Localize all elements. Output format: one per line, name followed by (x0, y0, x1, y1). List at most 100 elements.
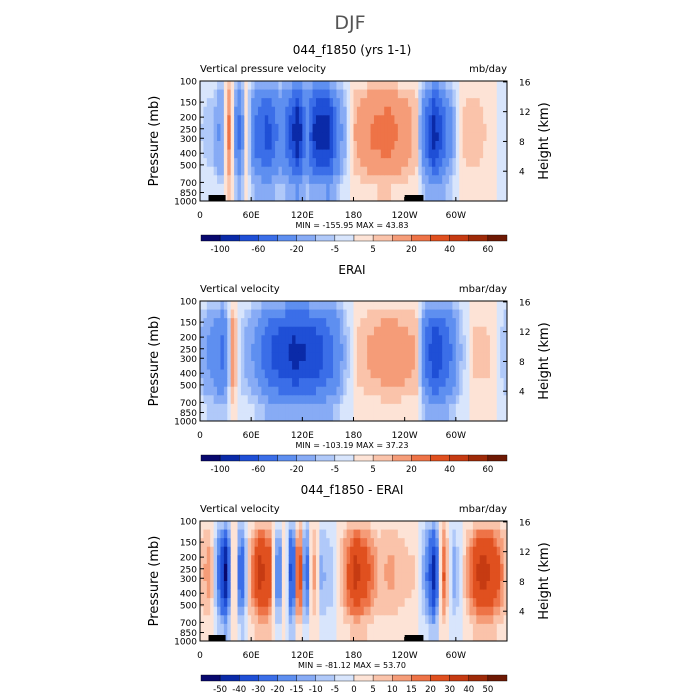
field-cell (411, 166, 416, 176)
field-cell (305, 343, 310, 353)
field-cell (247, 412, 252, 421)
field-cell (268, 132, 273, 142)
field-cell (346, 615, 351, 625)
field-cell (356, 538, 361, 548)
field-cell (288, 335, 293, 345)
field-cell (367, 335, 372, 345)
field-cell (244, 192, 249, 201)
field-cell (257, 403, 262, 413)
field-cell (418, 318, 423, 328)
field-cell (268, 632, 273, 641)
field-cell (356, 395, 361, 405)
field-cell (452, 412, 457, 421)
field-cell (421, 166, 426, 176)
field-cell (223, 132, 228, 142)
field-cell (394, 89, 399, 99)
field-cell (261, 412, 266, 421)
field-cell (200, 89, 204, 99)
field-cell (479, 98, 484, 108)
field-cell (322, 166, 327, 176)
field-cell (404, 623, 409, 633)
field-cell (356, 352, 361, 362)
field-cell (278, 572, 283, 582)
field-cell (442, 106, 447, 116)
field-cell (401, 361, 406, 371)
field-cell (411, 149, 416, 159)
field-cell (469, 343, 474, 353)
field-cell (227, 175, 232, 185)
field-cell (322, 175, 327, 185)
field-cell (322, 361, 327, 371)
field-cell (455, 546, 460, 556)
field-cell (496, 89, 501, 99)
field-cell (469, 581, 474, 591)
field-cell (373, 318, 378, 328)
field-cell (298, 166, 303, 176)
field-cell (394, 623, 399, 633)
field-cell (493, 335, 498, 345)
field-cell (217, 361, 221, 371)
field-cell (472, 149, 477, 159)
field-cell (459, 106, 464, 116)
field-cell (247, 318, 252, 328)
field-cell (247, 132, 252, 142)
field-cell (370, 115, 375, 125)
field-cell (288, 378, 293, 388)
min-max-stats: MIN = -155.95 MAX = 43.83 (295, 221, 408, 230)
field-cell (223, 412, 228, 421)
x-tick-label: 120E (291, 431, 314, 441)
field-cell (370, 538, 375, 548)
field-cell (493, 546, 498, 556)
field-cell (237, 326, 242, 336)
field-cell (285, 632, 290, 641)
field-cell (329, 89, 334, 99)
field-cell (476, 395, 481, 405)
field-cell (251, 546, 256, 556)
field-cell (377, 115, 382, 125)
field-cell (227, 81, 232, 91)
field-cell (462, 352, 467, 362)
field-cell (414, 115, 419, 125)
field-cell (319, 378, 324, 388)
field-cell (333, 361, 337, 371)
field-cell (240, 395, 245, 405)
field-cell (466, 123, 470, 133)
field-cell (431, 563, 436, 573)
field-cell (380, 175, 385, 185)
field-cell (472, 572, 477, 582)
field-cell (394, 98, 399, 108)
field-cell (237, 98, 242, 108)
field-cell (387, 309, 392, 319)
field-cell (217, 378, 221, 388)
field-cell (302, 555, 307, 565)
field-cell (404, 106, 409, 116)
field-cell (394, 581, 399, 591)
field-cell (452, 615, 457, 625)
field-cell (336, 309, 341, 319)
field-cell (472, 318, 477, 328)
field-cell (360, 529, 365, 539)
field-cell (292, 89, 297, 99)
field-cell (445, 598, 450, 608)
field-cell (275, 115, 279, 125)
field-cell (353, 572, 358, 582)
field-cell (309, 546, 314, 556)
field-cell (435, 149, 440, 159)
field-cell (234, 623, 239, 633)
field-cell (264, 378, 269, 388)
field-cell (408, 166, 412, 176)
field-cell (230, 132, 235, 142)
field-cell (264, 183, 269, 193)
field-cell (312, 521, 317, 531)
field-cell (315, 546, 320, 556)
field-cell (261, 106, 266, 116)
field-cell (428, 521, 433, 531)
field-cell (305, 581, 310, 591)
field-cell (500, 555, 505, 565)
field-cell (466, 115, 470, 125)
field-cell (237, 123, 242, 133)
field-cell (315, 589, 320, 599)
field-cell (329, 106, 334, 116)
field-cell (200, 141, 204, 151)
field-cell (449, 395, 453, 405)
